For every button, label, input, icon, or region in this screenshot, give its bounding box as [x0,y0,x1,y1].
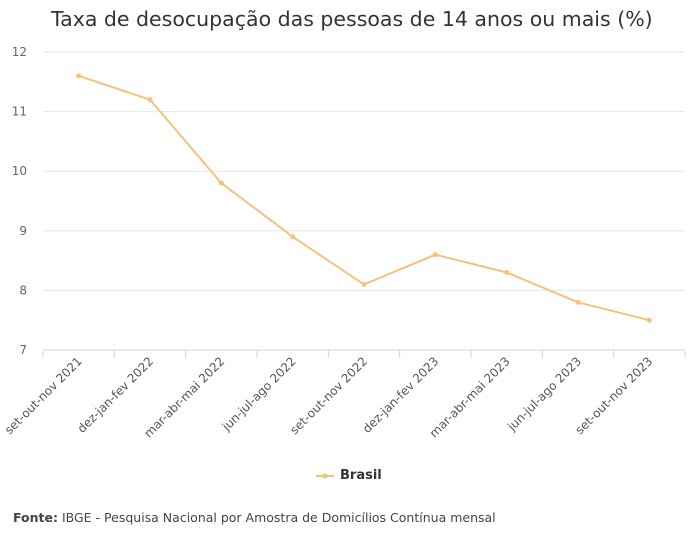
x-tick-label: set-out-nov 2022 [287,354,370,437]
x-tick-label: set-out-nov 2023 [573,354,656,437]
source-text: IBGE - Pesquisa Nacional por Amostra de … [57,510,496,525]
chart-title: Taxa de desocupação das pessoas de 14 an… [51,7,653,31]
grid-lines [43,51,685,291]
source-label: Fonte: [13,510,58,525]
x-tick-label: set-out-nov 2021 [2,354,85,437]
y-tick-label: 9 [19,224,27,238]
data-point[interactable] [218,180,224,186]
legend[interactable]: Brasil [316,468,382,483]
data-point[interactable] [575,299,581,305]
data-point[interactable] [147,97,153,103]
data-point[interactable] [646,317,652,323]
source-note: Fonte: IBGE - Pesquisa Nacional por Amos… [13,510,496,525]
x-tick-label: mar-abr-mai 2022 [141,354,227,440]
x-tick-label: jun-jul-ago 2022 [219,354,299,434]
y-tick-label: 10 [12,164,27,178]
legend-label-brasil: Brasil [340,468,382,483]
y-tick-label: 11 [12,105,27,119]
y-tick-label: 12 [12,45,27,59]
data-point[interactable] [76,73,82,79]
x-tick-label: jun-jul-ago 2023 [504,354,584,434]
data-point[interactable] [432,252,438,258]
x-tick-label: mar-abr-mai 2023 [427,354,513,440]
legend-marker-icon [316,473,334,478]
x-tick-label: dez-jan-fev 2023 [360,354,442,436]
y-tick-label: 7 [19,343,27,357]
series-brasil[interactable] [76,73,652,323]
data-point[interactable] [290,234,296,240]
x-tick-label: dez-jan-fev 2022 [75,354,157,436]
y-tick-label: 8 [19,283,27,297]
y-axis: 7 8 9 10 11 12 [12,45,27,357]
data-point[interactable] [361,281,367,287]
data-point[interactable] [504,270,510,276]
